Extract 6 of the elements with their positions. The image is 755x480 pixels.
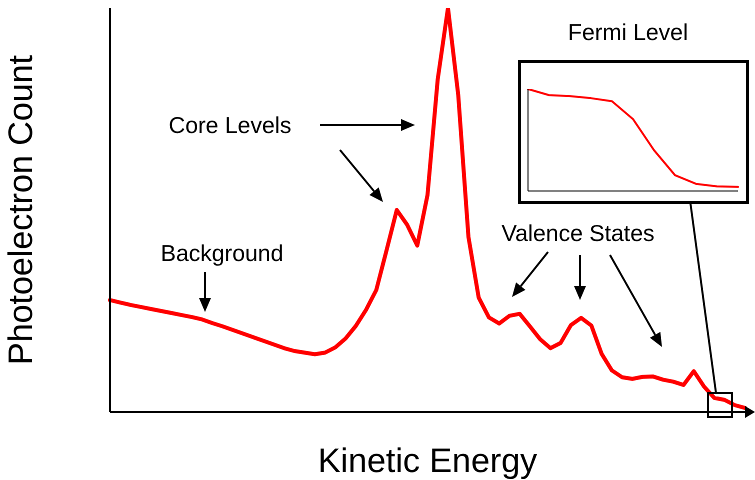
x-axis-title: Kinetic Energy: [318, 442, 538, 480]
y-axis-title: Photoelectron Count: [2, 54, 40, 365]
chart-title: Fermi Level: [568, 19, 688, 45]
annotation: Valence States: [501, 220, 655, 246]
annotation: Background: [160, 240, 284, 266]
annotation: Core Levels: [168, 112, 292, 138]
